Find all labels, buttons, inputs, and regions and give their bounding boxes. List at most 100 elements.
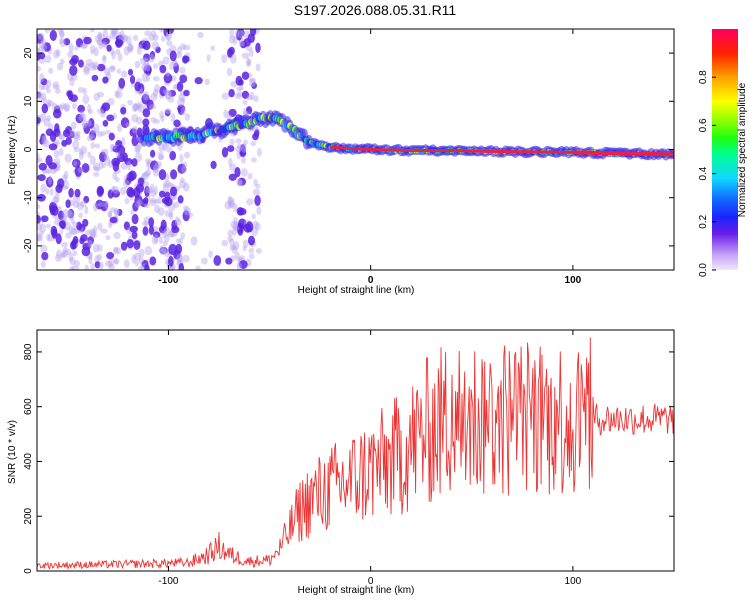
- noise-blob: [109, 216, 118, 224]
- noise-blob: [125, 177, 132, 186]
- noise-blob: [80, 145, 88, 155]
- noise-blob: [255, 183, 261, 189]
- noise-blob: [74, 165, 83, 178]
- noise-blob: [58, 133, 64, 140]
- noise-blob: [162, 184, 170, 193]
- noise-blob: [59, 38, 66, 48]
- noise-blob: [102, 55, 107, 61]
- noise-blob: [102, 29, 108, 39]
- x-tick-label: -100: [158, 275, 178, 286]
- noise-blob: [128, 43, 134, 52]
- noise-blob: [143, 203, 150, 209]
- noise-blob: [73, 160, 78, 166]
- noise-blob: [178, 93, 186, 101]
- noise-blob: [45, 128, 54, 137]
- noise-blob: [249, 29, 257, 37]
- noise-blob: [97, 32, 105, 40]
- noise-blob: [107, 210, 113, 218]
- noise-blob: [233, 225, 240, 231]
- noise-blob: [152, 167, 159, 177]
- noise-blob: [131, 135, 139, 147]
- spectrogram-y-ticks: -20 -10 0 10 20: [23, 47, 674, 253]
- noise-blob: [221, 92, 230, 100]
- noise-blob: [102, 119, 109, 127]
- snr-y-ticks: 0 200 400 600 800: [23, 343, 674, 574]
- noise-blob: [247, 235, 256, 246]
- noise-blob: [37, 223, 43, 232]
- noise-blob: [67, 208, 75, 219]
- noise-blob: [162, 141, 168, 151]
- noise-blob: [38, 162, 48, 171]
- noise-blob: [45, 176, 54, 188]
- noise-blob: [213, 255, 222, 266]
- noise-blob: [102, 76, 109, 84]
- noise-blob: [250, 157, 257, 163]
- noise-blob: [126, 186, 135, 198]
- noise-blob: [229, 138, 235, 147]
- noise-blob: [88, 118, 95, 129]
- noise-blob: [246, 106, 253, 115]
- noise-blob: [52, 81, 59, 88]
- y-tick-label: 10: [23, 95, 34, 107]
- noise-blob: [141, 73, 148, 83]
- noise-blob: [97, 244, 103, 252]
- noise-blob: [242, 245, 247, 252]
- noise-blob: [68, 130, 75, 139]
- noise-blob: [54, 194, 60, 203]
- noise-blob: [159, 110, 164, 119]
- noise-blob: [176, 81, 184, 92]
- noise-blob: [250, 140, 257, 147]
- spectrogram-scatter: [37, 29, 262, 270]
- noise-blob: [152, 164, 160, 173]
- noise-blob: [48, 143, 58, 151]
- noise-blob: [70, 121, 77, 130]
- noise-blob: [168, 255, 174, 267]
- noise-blob: [249, 78, 256, 88]
- noise-blob: [73, 259, 80, 267]
- noise-blob: [53, 150, 60, 158]
- noise-blob: [89, 29, 95, 33]
- noise-blob: [132, 201, 139, 212]
- noise-blob: [131, 231, 138, 240]
- noise-blob: [52, 49, 60, 59]
- noise-blob: [112, 112, 118, 119]
- noise-blob: [54, 123, 60, 133]
- noise-blob: [39, 137, 45, 145]
- noise-blob: [158, 236, 164, 244]
- noise-blob: [42, 136, 48, 145]
- noise-blob: [59, 103, 67, 110]
- noise-blob: [126, 35, 132, 46]
- noise-blob: [44, 29, 51, 34]
- noise-blob: [135, 200, 141, 208]
- noise-blob: [240, 40, 247, 49]
- noise-blob: [127, 68, 134, 76]
- noise-blob: [241, 90, 250, 99]
- noise-blob: [111, 189, 120, 198]
- noise-blob: [41, 251, 49, 261]
- noise-blob: [52, 108, 62, 119]
- colorbar-tick-label: 0.4: [698, 166, 709, 180]
- noise-blob: [89, 228, 96, 238]
- noise-blob: [234, 251, 240, 259]
- noise-blob: [51, 228, 58, 239]
- noise-blob: [137, 43, 143, 50]
- noise-blob: [99, 111, 106, 118]
- noise-blob: [60, 251, 66, 258]
- noise-blob: [241, 143, 247, 154]
- noise-blob: [146, 161, 152, 170]
- noise-blob: [55, 87, 61, 94]
- noise-blob: [183, 44, 191, 51]
- colorbar-ticks: 0.0 0.2 0.4 0.6 0.8: [698, 70, 716, 277]
- noise-blob: [72, 201, 80, 208]
- noise-blob: [180, 43, 187, 51]
- noise-blob: [133, 187, 141, 198]
- noise-blob: [142, 118, 150, 127]
- noise-blob: [166, 146, 173, 153]
- noise-blob: [69, 94, 78, 103]
- noise-blob: [123, 259, 130, 269]
- noise-blob: [94, 261, 101, 269]
- noise-blob: [59, 220, 66, 229]
- noise-blob: [125, 122, 131, 128]
- noise-blob: [239, 144, 246, 156]
- noise-blob: [116, 68, 122, 74]
